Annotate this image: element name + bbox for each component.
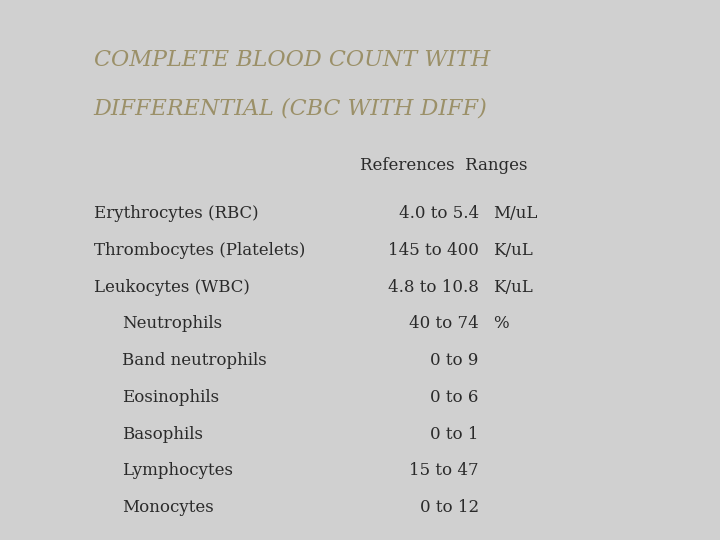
Text: %: % <box>493 315 509 332</box>
Text: Lymphocytes: Lymphocytes <box>122 462 233 479</box>
Text: Monocytes: Monocytes <box>122 499 214 516</box>
Text: 0 to 1: 0 to 1 <box>431 426 479 442</box>
Text: 0 to 12: 0 to 12 <box>420 499 479 516</box>
Text: Band neutrophils: Band neutrophils <box>122 352 267 369</box>
Text: Neutrophils: Neutrophils <box>122 315 222 332</box>
Text: 40 to 74: 40 to 74 <box>409 315 479 332</box>
Text: 4.0 to 5.4: 4.0 to 5.4 <box>399 205 479 222</box>
Text: References  Ranges: References Ranges <box>360 157 528 173</box>
Text: 15 to 47: 15 to 47 <box>409 462 479 479</box>
Text: 4.8 to 10.8: 4.8 to 10.8 <box>388 279 479 295</box>
Text: 0 to 9: 0 to 9 <box>431 352 479 369</box>
Text: K/uL: K/uL <box>493 242 533 259</box>
Text: K/uL: K/uL <box>493 279 533 295</box>
Text: COMPLETE BLOOD COUNT WITH: COMPLETE BLOOD COUNT WITH <box>94 49 490 71</box>
Text: DIFFERENTIAL (CBC WITH DIFF): DIFFERENTIAL (CBC WITH DIFF) <box>94 97 487 119</box>
Text: 145 to 400: 145 to 400 <box>388 242 479 259</box>
Text: 0 to 6: 0 to 6 <box>431 389 479 406</box>
Text: M/uL: M/uL <box>493 205 538 222</box>
Text: Eosinophils: Eosinophils <box>122 389 220 406</box>
Text: Erythrocytes (RBC): Erythrocytes (RBC) <box>94 205 258 222</box>
Text: Basophils: Basophils <box>122 426 204 442</box>
Text: Leukocytes (WBC): Leukocytes (WBC) <box>94 279 249 295</box>
Text: Thrombocytes (Platelets): Thrombocytes (Platelets) <box>94 242 305 259</box>
